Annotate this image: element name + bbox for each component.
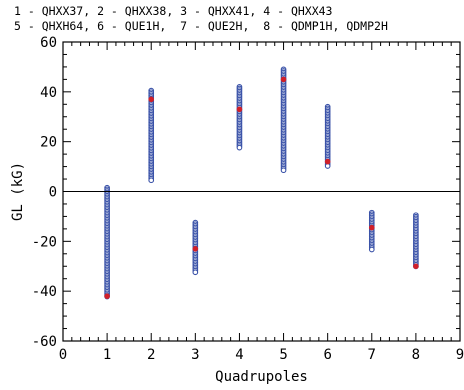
y-tick-label: 40: [40, 85, 57, 101]
x-tick-label: 6: [323, 347, 331, 363]
x-tick-label: 8: [412, 347, 420, 363]
highlight-point: [148, 96, 155, 103]
highlight-point: [236, 106, 243, 113]
quadrupole-column-6: [324, 103, 331, 169]
y-tick-label: -20: [32, 234, 57, 250]
highlight-point: [368, 224, 375, 231]
x-axis-title: Quadrupoles: [215, 369, 308, 385]
quadrupole-column-2: [148, 87, 155, 184]
axes: 0 1 2 3 4 5 6 7 8 9 -60 -40 -20 0 20 40 60: [32, 35, 464, 363]
plot-marks: [104, 66, 419, 300]
highlight-point: [413, 263, 419, 270]
highlight-point: [324, 158, 331, 165]
y-axis-title: GL (kG): [10, 162, 26, 221]
quadrupole-column-5: [280, 66, 287, 174]
y-tick-label: -60: [32, 334, 57, 350]
x-tick-label: 0: [59, 347, 67, 363]
y-tick-label: 60: [40, 35, 57, 51]
y-tick-label: -40: [32, 284, 57, 300]
data-point: [280, 167, 287, 174]
legend-line-1: 1 - QHXX37, 2 - QHXX38, 3 - QHXX41, 4 - …: [14, 4, 333, 18]
y-tick-label: 20: [40, 135, 57, 151]
data-point: [148, 177, 155, 184]
x-tick-label: 7: [368, 347, 376, 363]
x-tick-label: 3: [191, 347, 199, 363]
x-tick-label: 4: [235, 347, 243, 363]
quadrupole-column-3: [192, 219, 199, 276]
highlight-point: [104, 293, 110, 299]
data-point: [192, 269, 199, 276]
x-tick-label: 1: [103, 347, 111, 363]
quadrupole-column-4: [236, 83, 243, 151]
data-point: [368, 246, 375, 253]
x-tick-label: 2: [147, 347, 155, 363]
quadrupole-column-8: [413, 212, 419, 270]
legend-line-2: 5 - QHXH64, 6 - QUE1H, 7 - QUE2H, 8 - QD…: [14, 19, 388, 33]
y-tick-label: 0: [49, 185, 57, 201]
highlight-point: [280, 76, 287, 83]
x-tick-label: 5: [279, 347, 287, 363]
x-tick-label: 9: [456, 347, 464, 363]
highlight-point: [192, 246, 199, 252]
data-point: [236, 144, 243, 151]
quadrupole-column-1: [104, 184, 110, 300]
quadrupole-column-7: [368, 209, 375, 253]
